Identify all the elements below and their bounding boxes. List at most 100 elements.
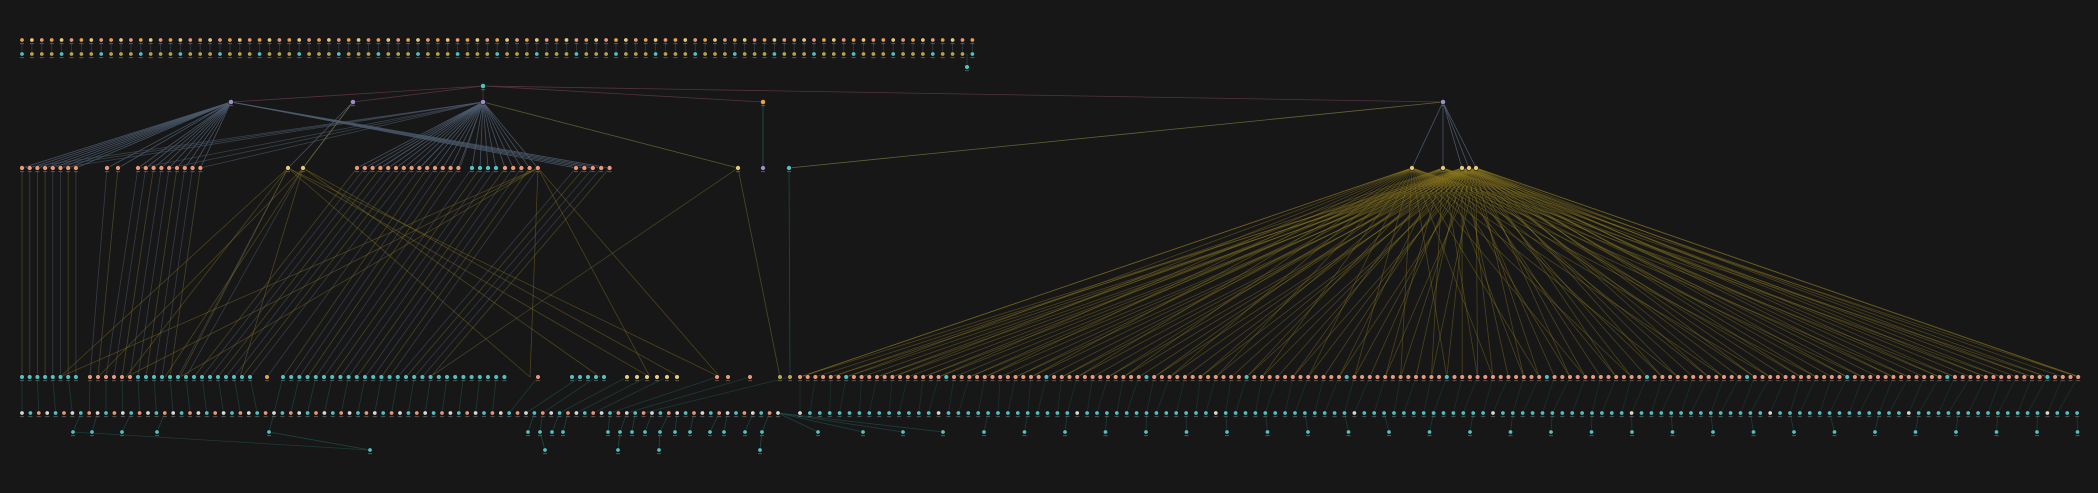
graph-node[interactable]: [468, 374, 475, 380]
graph-node[interactable]: [1413, 374, 1419, 380]
graph-node[interactable]: [385, 165, 392, 171]
graph-node[interactable]: [716, 410, 722, 416]
graph-node[interactable]: [880, 37, 886, 43]
graph-node[interactable]: [175, 374, 181, 380]
graph-node[interactable]: [2060, 374, 2066, 380]
graph-node[interactable]: [361, 165, 368, 171]
graph-node[interactable]: [900, 51, 906, 57]
graph-node[interactable]: [589, 165, 596, 171]
graph-node[interactable]: [1698, 410, 1704, 416]
graph-node[interactable]: [145, 410, 151, 416]
graph-node[interactable]: [1302, 410, 1308, 416]
graph-node[interactable]: [78, 410, 84, 416]
graph-node[interactable]: [712, 51, 718, 57]
graph-node[interactable]: [733, 410, 739, 416]
graph-node[interactable]: [305, 410, 311, 416]
graph-node[interactable]: [1351, 410, 1357, 416]
graph-node[interactable]: [1336, 374, 1342, 380]
graph-node[interactable]: [356, 37, 362, 43]
graph-node[interactable]: [65, 165, 71, 171]
graph-node[interactable]: [393, 165, 399, 171]
graph-node[interactable]: [135, 165, 141, 171]
graph-node[interactable]: [1367, 374, 1373, 380]
graph-node[interactable]: [151, 374, 157, 380]
graph-node[interactable]: [1736, 374, 1743, 380]
graph-node[interactable]: [1916, 410, 1922, 416]
graph-node[interactable]: [2005, 410, 2011, 416]
graph-node[interactable]: [29, 37, 35, 43]
graph-node[interactable]: [1441, 410, 1447, 416]
graph-node[interactable]: [1193, 410, 1199, 416]
graph-node[interactable]: [386, 374, 393, 380]
graph-node[interactable]: [197, 165, 204, 171]
graph-node[interactable]: [2029, 374, 2035, 380]
graph-node[interactable]: [493, 165, 499, 171]
graph-node[interactable]: [435, 51, 441, 57]
graph-node[interactable]: [69, 51, 75, 57]
graph-node[interactable]: [1648, 410, 1654, 416]
graph-node[interactable]: [108, 37, 114, 43]
graph-node[interactable]: [207, 51, 213, 57]
graph-node[interactable]: [195, 410, 201, 416]
graph-node[interactable]: [787, 374, 793, 380]
graph-node[interactable]: [1639, 410, 1645, 416]
graph-node[interactable]: [965, 410, 971, 416]
graph-node[interactable]: [481, 410, 487, 416]
graph-node[interactable]: [514, 51, 520, 57]
graph-node[interactable]: [682, 37, 688, 43]
graph-node[interactable]: [1844, 374, 1850, 380]
graph-node[interactable]: [593, 37, 599, 43]
graph-node[interactable]: [159, 374, 165, 380]
graph-node[interactable]: [1975, 410, 1981, 416]
graph-node[interactable]: [1243, 374, 1250, 380]
graph-node[interactable]: [851, 374, 857, 380]
graph-node[interactable]: [632, 410, 638, 416]
graph-node[interactable]: [912, 374, 919, 380]
graph-node[interactable]: [296, 410, 302, 416]
graph-node[interactable]: [742, 37, 748, 43]
graph-node[interactable]: [1259, 374, 1265, 380]
graph-node[interactable]: [1994, 429, 2000, 435]
graph-node[interactable]: [86, 410, 92, 416]
graph-node[interactable]: [1797, 410, 1803, 416]
graph-node[interactable]: [906, 410, 912, 416]
graph-node[interactable]: [951, 374, 957, 380]
graph-node[interactable]: [167, 374, 173, 380]
graph-node[interactable]: [699, 410, 705, 416]
graph-node[interactable]: [1790, 374, 1797, 380]
graph-node[interactable]: [266, 37, 272, 43]
graph-node[interactable]: [843, 374, 849, 380]
graph-node[interactable]: [1274, 374, 1281, 380]
graph-node[interactable]: [39, 37, 45, 43]
graph-node[interactable]: [2036, 374, 2043, 380]
graph-node[interactable]: [207, 37, 213, 43]
graph-node[interactable]: [950, 37, 956, 43]
graph-node[interactable]: [336, 37, 342, 43]
graph-node[interactable]: [565, 410, 571, 416]
graph-node[interactable]: [455, 51, 461, 57]
graph-node[interactable]: [257, 51, 263, 57]
graph-node[interactable]: [345, 374, 352, 380]
graph-node[interactable]: [643, 51, 649, 57]
graph-node[interactable]: [989, 374, 996, 380]
graph-node[interactable]: [473, 410, 479, 416]
graph-node[interactable]: [624, 374, 630, 380]
graph-node[interactable]: [633, 51, 639, 57]
graph-node[interactable]: [606, 165, 613, 171]
graph-node[interactable]: [801, 51, 807, 57]
graph-node[interactable]: [760, 165, 766, 171]
graph-node[interactable]: [1066, 374, 1073, 380]
graph-node[interactable]: [1965, 410, 1971, 416]
graph-node[interactable]: [378, 374, 385, 380]
graph-node[interactable]: [2034, 429, 2040, 435]
graph-node[interactable]: [98, 37, 104, 43]
graph-node[interactable]: [1025, 410, 1031, 416]
graph-node[interactable]: [1751, 429, 1757, 435]
graph-node[interactable]: [150, 165, 157, 171]
graph-node[interactable]: [422, 410, 428, 416]
graph-node[interactable]: [1012, 374, 1019, 380]
graph-node[interactable]: [560, 429, 566, 435]
graph-node[interactable]: [1282, 410, 1288, 416]
graph-node[interactable]: [1567, 374, 1573, 380]
graph-node[interactable]: [1777, 410, 1783, 416]
